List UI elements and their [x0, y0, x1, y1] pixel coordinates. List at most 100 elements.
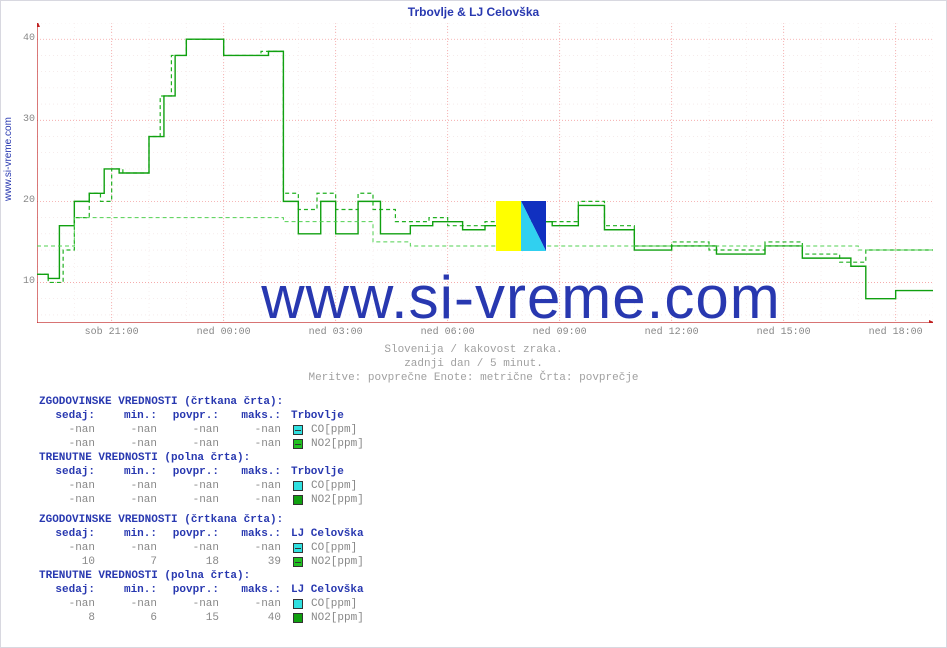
table-header: maks.: — [225, 465, 287, 479]
table-cell: 39 — [225, 555, 287, 569]
color-swatch-icon — [293, 613, 303, 623]
table-cell: -nan — [101, 597, 163, 611]
table-row: -nan-nan-nan-nanCO[ppm] — [39, 541, 364, 555]
table-cell: -nan — [101, 423, 163, 437]
table-header-row: sedaj:min.:povpr.:maks.:Trbovlje — [39, 409, 364, 423]
x-tick-label: ned 06:00 — [421, 327, 475, 338]
color-swatch-icon — [293, 439, 303, 449]
table-cell: -nan — [39, 423, 101, 437]
x-tick-label: ned 15:00 — [757, 327, 811, 338]
table-header: min.: — [101, 527, 163, 541]
station-name: LJ Celovška — [287, 527, 364, 541]
table-cell: -nan — [163, 493, 225, 507]
table-cell: -nan — [163, 479, 225, 493]
table-cell: 18 — [163, 555, 225, 569]
color-swatch-icon — [293, 599, 303, 609]
section-title: ZGODOVINSKE VREDNOSTI (črtkana črta): — [39, 513, 364, 527]
table-header-row: sedaj:min.:povpr.:maks.:Trbovlje — [39, 465, 364, 479]
station-name: Trbovlje — [287, 465, 344, 479]
subtitle-line-1: Slovenija / kakovost zraka. — [1, 343, 946, 357]
y-tick-label: 10 — [17, 276, 35, 287]
series-label: NO2[ppm] — [307, 437, 364, 451]
table-header: min.: — [101, 465, 163, 479]
station-name: LJ Celovška — [287, 583, 364, 597]
table-cell: 15 — [163, 611, 225, 625]
table-cell: 40 — [225, 611, 287, 625]
color-swatch-icon — [293, 481, 303, 491]
color-swatch-icon — [293, 543, 303, 553]
x-tick-label: ned 18:00 — [869, 327, 923, 338]
table-cell: -nan — [39, 597, 101, 611]
station-name: Trbovlje — [287, 409, 344, 423]
x-tick-label: ned 03:00 — [309, 327, 363, 338]
x-tick-label: ned 12:00 — [645, 327, 699, 338]
color-swatch-icon — [293, 495, 303, 505]
table-cell: -nan — [225, 493, 287, 507]
table-header: min.: — [101, 583, 163, 597]
color-swatch-icon — [293, 425, 303, 435]
subtitle-line-2: zadnji dan / 5 minut. — [1, 357, 946, 371]
table-cell: 10 — [39, 555, 101, 569]
table-cell: -nan — [225, 479, 287, 493]
table-cell: -nan — [101, 493, 163, 507]
table-cell: -nan — [39, 493, 101, 507]
table-cell: -nan — [225, 541, 287, 555]
table-cell: 6 — [101, 611, 163, 625]
plot-svg — [37, 23, 933, 323]
table-header: sedaj: — [39, 465, 101, 479]
table-header: maks.: — [225, 583, 287, 597]
table-cell: -nan — [225, 437, 287, 451]
table-row: -nan-nan-nan-nanCO[ppm] — [39, 423, 364, 437]
table-header: povpr.: — [163, 465, 225, 479]
table-cell: 8 — [39, 611, 101, 625]
series-label: NO2[ppm] — [307, 555, 364, 569]
table-header: povpr.: — [163, 409, 225, 423]
table-row: -nan-nan-nan-nanNO2[ppm] — [39, 437, 364, 451]
chart-title: Trbovlje & LJ Celovška — [1, 1, 946, 19]
y-tick-label: 30 — [17, 114, 35, 125]
table-header: min.: — [101, 409, 163, 423]
table-header-row: sedaj:min.:povpr.:maks.:LJ Celovška — [39, 527, 364, 541]
table-row: 1071839 NO2[ppm] — [39, 555, 364, 569]
table-cell: -nan — [39, 437, 101, 451]
table-row: -nan-nan-nan-nanNO2[ppm] — [39, 493, 364, 507]
series-label: CO[ppm] — [307, 479, 357, 493]
series-label: CO[ppm] — [307, 597, 357, 611]
table-header: maks.: — [225, 527, 287, 541]
y-axis-label: www.si-vreme.com — [3, 117, 14, 201]
table-cell: -nan — [101, 437, 163, 451]
section-title: ZGODOVINSKE VREDNOSTI (črtkana črta): — [39, 395, 364, 409]
section-title: TRENUTNE VREDNOSTI (polna črta): — [39, 451, 364, 465]
table-cell: -nan — [163, 541, 225, 555]
table-header-row: sedaj:min.:povpr.:maks.:LJ Celovška — [39, 583, 364, 597]
table-cell: -nan — [225, 597, 287, 611]
series-label: NO2[ppm] — [307, 611, 364, 625]
plot-area — [37, 23, 933, 323]
x-tick-label: sob 21:00 — [85, 327, 139, 338]
section-title: TRENUTNE VREDNOSTI (polna črta): — [39, 569, 364, 583]
table-cell: -nan — [101, 541, 163, 555]
table-cell: -nan — [39, 479, 101, 493]
series-label: CO[ppm] — [307, 423, 357, 437]
table-cell: -nan — [101, 479, 163, 493]
y-tick-label: 40 — [17, 33, 35, 44]
table-header: maks.: — [225, 409, 287, 423]
table-row: -nan-nan-nan-nanCO[ppm] — [39, 479, 364, 493]
table-cell: -nan — [225, 423, 287, 437]
table-header: povpr.: — [163, 583, 225, 597]
x-tick-label: ned 09:00 — [533, 327, 587, 338]
table-cell: -nan — [163, 437, 225, 451]
table-cell: 7 — [101, 555, 163, 569]
table-row: -nan-nan-nan-nanCO[ppm] — [39, 597, 364, 611]
table-header: sedaj: — [39, 583, 101, 597]
data-tables: ZGODOVINSKE VREDNOSTI (črtkana črta):sed… — [39, 395, 364, 625]
table-cell: -nan — [163, 597, 225, 611]
table-cell: -nan — [163, 423, 225, 437]
x-tick-label: ned 00:00 — [197, 327, 251, 338]
table-row: 861540 NO2[ppm] — [39, 611, 364, 625]
subtitle-line-3: Meritve: povprečne Enote: metrične Črta:… — [1, 371, 946, 385]
table-header: sedaj: — [39, 527, 101, 541]
chart-subtitle: Slovenija / kakovost zraka. zadnji dan /… — [1, 343, 946, 385]
series-label: NO2[ppm] — [307, 493, 364, 507]
y-tick-label: 20 — [17, 195, 35, 206]
